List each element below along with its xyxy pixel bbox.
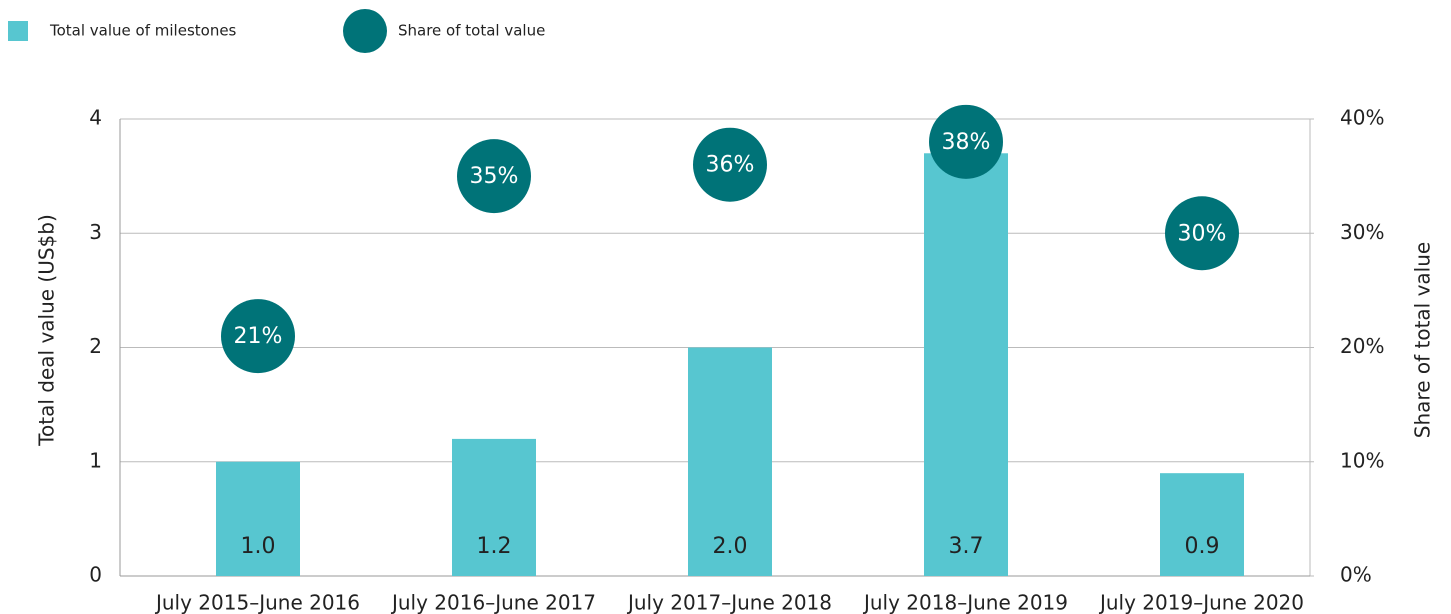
x-tick-label: July 2016–June 2017 bbox=[390, 591, 596, 614]
share-marker bbox=[693, 127, 767, 202]
y2-tick-label: 30% bbox=[1340, 220, 1384, 244]
x-tick-label: July 2018–June 2019 bbox=[862, 591, 1068, 614]
share-value-label: 35% bbox=[470, 164, 519, 189]
share-value-label: 30% bbox=[1178, 221, 1227, 246]
legend-label: Total value of milestones bbox=[49, 22, 237, 40]
y-tick-label: 0 bbox=[89, 563, 102, 587]
bar bbox=[452, 438, 536, 576]
legend-label: Share of total value bbox=[398, 22, 545, 40]
bar-value-label: 0.9 bbox=[1185, 534, 1220, 559]
share-marker bbox=[1165, 196, 1239, 271]
legend-swatch bbox=[8, 21, 28, 41]
share-value-label: 38% bbox=[942, 130, 991, 155]
y2-axis-label: Share of total value bbox=[1411, 242, 1435, 438]
bar bbox=[216, 461, 300, 576]
y2-tick-label: 20% bbox=[1340, 334, 1384, 358]
y-tick-label: 4 bbox=[89, 106, 102, 130]
share-marker bbox=[221, 299, 295, 374]
share-value-label: 21% bbox=[234, 324, 283, 349]
y-tick-label: 1 bbox=[89, 448, 102, 472]
x-tick-label: July 2019–June 2020 bbox=[1098, 591, 1304, 614]
y-axis-label: Total deal value (US$b) bbox=[35, 214, 59, 447]
bar bbox=[924, 153, 1008, 576]
bar bbox=[688, 347, 772, 576]
legend-swatch bbox=[343, 9, 387, 53]
y2-tick-label: 0% bbox=[1340, 563, 1372, 587]
y-tick-label: 3 bbox=[89, 220, 102, 244]
share-value-label: 36% bbox=[706, 153, 755, 178]
y-tick-label: 2 bbox=[89, 334, 102, 358]
share-marker bbox=[929, 104, 1003, 179]
bar-value-label: 3.7 bbox=[949, 534, 984, 559]
x-tick-label: July 2015–June 2016 bbox=[154, 591, 360, 614]
y2-tick-label: 40% bbox=[1340, 106, 1384, 130]
bar-value-label: 1.0 bbox=[241, 534, 276, 559]
bar bbox=[1160, 473, 1244, 576]
share-marker bbox=[457, 139, 531, 214]
bar-value-label: 2.0 bbox=[713, 534, 748, 559]
y2-tick-label: 10% bbox=[1340, 448, 1384, 472]
bar-value-label: 1.2 bbox=[477, 534, 512, 559]
x-tick-label: July 2017–June 2018 bbox=[626, 591, 832, 614]
